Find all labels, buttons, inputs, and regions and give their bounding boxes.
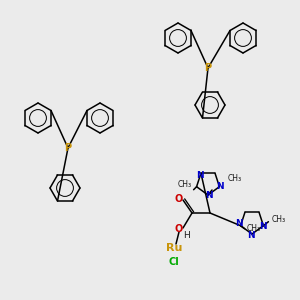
Text: O: O (175, 224, 183, 234)
Text: P: P (204, 63, 211, 73)
Text: CH₃: CH₃ (227, 174, 242, 183)
Text: N: N (196, 171, 204, 180)
Text: H: H (183, 232, 189, 241)
Text: CH₃: CH₃ (178, 180, 192, 189)
Text: P: P (64, 143, 72, 153)
Text: CH₃: CH₃ (272, 215, 286, 224)
Text: N: N (217, 182, 224, 191)
Text: N: N (205, 191, 213, 200)
Text: N: N (260, 222, 267, 231)
Text: N: N (235, 219, 242, 228)
Text: Cl: Cl (169, 257, 179, 267)
Text: CH₃: CH₃ (247, 224, 261, 233)
Text: N: N (247, 230, 255, 239)
Text: O: O (175, 194, 183, 204)
Text: Ru: Ru (166, 243, 182, 253)
